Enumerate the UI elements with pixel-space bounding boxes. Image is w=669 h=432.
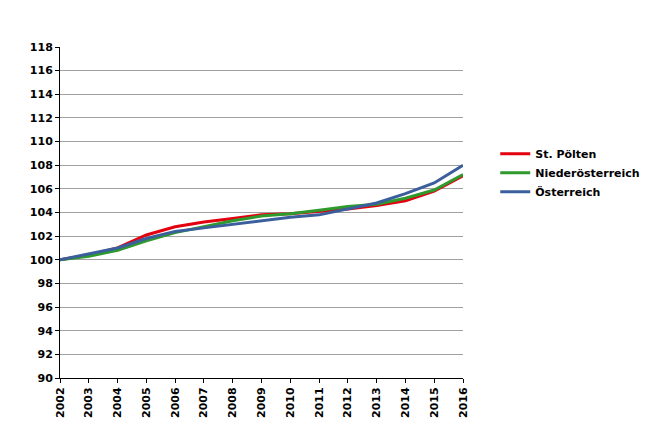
svg-text:Österreich: Österreich [535, 185, 600, 199]
svg-text:110: 110 [30, 135, 53, 148]
svg-text:102: 102 [30, 230, 53, 243]
svg-text:108: 108 [30, 159, 53, 172]
svg-text:2004: 2004 [111, 387, 124, 418]
svg-text:St. Pölten: St. Pölten [535, 148, 596, 161]
svg-text:96: 96 [37, 301, 53, 314]
svg-text:2006: 2006 [169, 387, 182, 418]
svg-text:118: 118 [30, 41, 53, 54]
svg-text:2011: 2011 [313, 387, 326, 418]
svg-text:Niederösterreich: Niederösterreich [535, 167, 639, 180]
svg-text:2010: 2010 [284, 387, 297, 418]
svg-text:100: 100 [30, 254, 53, 267]
svg-text:2012: 2012 [341, 387, 354, 418]
svg-text:94: 94 [37, 325, 53, 338]
svg-text:106: 106 [30, 183, 53, 196]
svg-text:114: 114 [30, 88, 53, 101]
svg-text:90: 90 [37, 372, 53, 385]
svg-text:92: 92 [37, 348, 52, 361]
svg-text:2005: 2005 [140, 387, 153, 418]
svg-text:98: 98 [37, 277, 52, 290]
svg-text:116: 116 [30, 64, 53, 77]
svg-text:2008: 2008 [226, 387, 239, 418]
svg-text:112: 112 [30, 112, 53, 125]
svg-text:2002: 2002 [54, 387, 67, 418]
svg-text:2015: 2015 [428, 387, 441, 418]
svg-text:2016: 2016 [457, 387, 470, 418]
svg-text:2014: 2014 [399, 387, 412, 418]
svg-text:2003: 2003 [82, 387, 95, 418]
svg-text:2009: 2009 [255, 387, 268, 418]
svg-text:2013: 2013 [370, 387, 383, 418]
svg-text:104: 104 [30, 206, 53, 219]
svg-text:2007: 2007 [198, 387, 211, 418]
